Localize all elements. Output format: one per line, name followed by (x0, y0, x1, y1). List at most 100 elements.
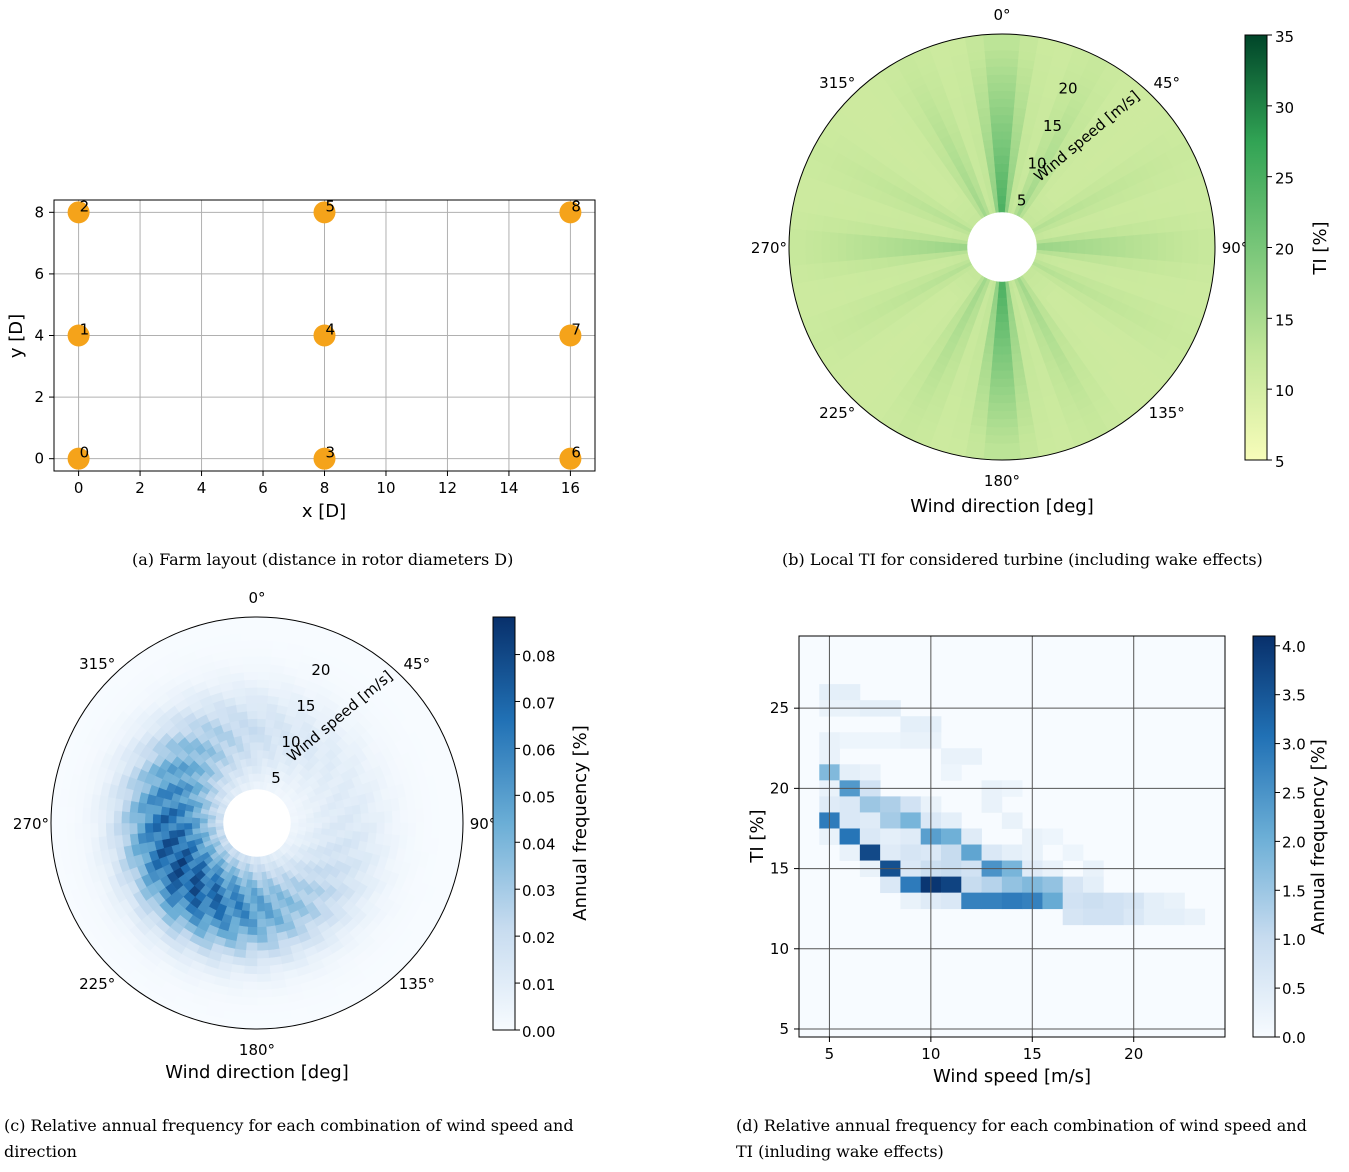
heat-cell (238, 1020, 258, 1030)
colorbar-tick-label: 0.5 (1282, 980, 1306, 998)
heat-cell (902, 254, 913, 265)
colorbar-ticks: 0.0 0.5 1.0 1.5 2.0 2.5 3.0 3.5 4.0 (1275, 638, 1306, 1047)
heat-cell (240, 632, 258, 642)
heat-cell (995, 171, 1003, 181)
heat-cell (1001, 41, 1021, 52)
colorbar-tick-label: 2.5 (1282, 784, 1306, 802)
heat-cell (246, 934, 258, 944)
heat-cell (454, 822, 464, 842)
heat-cell (1001, 329, 1011, 339)
heat-cell (152, 831, 163, 842)
y-tick-label: 25 (770, 699, 789, 717)
heat-cell (1141, 246, 1151, 261)
angle-tick-label: 270° (751, 239, 787, 257)
heat-cell (415, 808, 425, 824)
heat-cell (845, 233, 855, 248)
heat-cell (886, 226, 897, 238)
heat-cell (861, 234, 871, 248)
heat-cell (160, 814, 169, 824)
x-tick-label: 12 (438, 479, 457, 497)
colorbar-tick-label: 1.5 (1282, 882, 1306, 900)
heat-cell (995, 179, 1003, 189)
heat-cell (1010, 139, 1022, 150)
heat-cell (251, 879, 258, 889)
heat-cell (1010, 344, 1022, 355)
angle-tick-label: 180° (239, 1041, 275, 1059)
caption-d-line2: TI (inluding wake effects) (736, 1142, 944, 1161)
heat-cell (1062, 876, 1084, 894)
radial-tick-labels: 5 10 15 20 (1017, 80, 1078, 210)
heat-cell (990, 362, 1003, 372)
heat-cell (987, 82, 1003, 92)
heat-cell (256, 895, 265, 905)
heat-cell (993, 329, 1003, 339)
heat-cell (981, 131, 993, 142)
heat-cell (256, 655, 272, 665)
turbine-marker (67, 201, 90, 224)
heat-cell (249, 741, 258, 751)
heat-cell (1197, 228, 1208, 248)
colorbar-tick-label: 1.0 (1282, 931, 1306, 949)
heat-cell (136, 812, 146, 824)
turbine-marker (313, 324, 336, 347)
heat-cell (446, 805, 456, 824)
y-tick-label: 15 (770, 860, 789, 878)
turbine-marker (313, 201, 336, 224)
heat-cell (238, 616, 258, 626)
heat-cell (399, 822, 409, 837)
angle-tick-label: 45° (404, 655, 431, 673)
heat-cell (982, 139, 994, 150)
heat-cell (183, 822, 193, 830)
heat-cell (244, 679, 258, 689)
heat-cell (183, 816, 193, 824)
heat-cell (941, 764, 962, 781)
heat-cell (1001, 66, 1019, 76)
heat-cell (1001, 281, 1007, 291)
heat-cell (984, 49, 1003, 60)
heat-cell (74, 822, 84, 840)
heat-cell (950, 246, 960, 252)
heat-cell (1001, 450, 1021, 461)
heat-cell (105, 822, 115, 837)
heat-cell (1001, 82, 1017, 92)
heat-cell (256, 942, 269, 952)
heat-cell (256, 903, 266, 912)
heat-cell (788, 246, 799, 266)
heat-cell (256, 1004, 274, 1014)
heat-cell (813, 230, 823, 248)
heat-cell (168, 822, 177, 832)
heat-cell (859, 844, 881, 861)
heat-cell (368, 812, 378, 824)
heat-cell (1001, 418, 1019, 428)
heat-cell (454, 804, 464, 824)
heat-cell (988, 98, 1003, 108)
heat-cell (290, 819, 300, 824)
heat-cell (981, 844, 1003, 861)
heat-cell (66, 822, 76, 840)
heat-cell (1093, 246, 1102, 256)
heat-cell (256, 749, 264, 759)
heat-cell (58, 805, 68, 824)
y-tick-labels: 5 10 15 20 25 (770, 699, 799, 1038)
heat-cell (251, 765, 258, 774)
heat-cell (249, 895, 258, 905)
radial-tick-label: 20 (1058, 80, 1077, 98)
heat-cell (1181, 230, 1191, 248)
heat-cell (1133, 246, 1143, 260)
heat-cell (900, 876, 922, 894)
heat-cell (861, 246, 871, 260)
heat-cell (829, 231, 839, 248)
heat-cell (1006, 305, 1014, 315)
heat-cell (900, 892, 922, 910)
colorbar-tick-label: 0.05 (522, 788, 555, 806)
heat-cell (1001, 378, 1015, 388)
heat-cell (261, 879, 269, 889)
heat-cell (256, 981, 272, 991)
heat-cell (918, 253, 928, 262)
heat-cell (121, 822, 130, 836)
heat-cell (1149, 233, 1159, 248)
heat-cell (885, 236, 895, 248)
heat-cell (256, 879, 263, 889)
heat-cell (941, 748, 962, 765)
heat-cell (984, 434, 1003, 445)
